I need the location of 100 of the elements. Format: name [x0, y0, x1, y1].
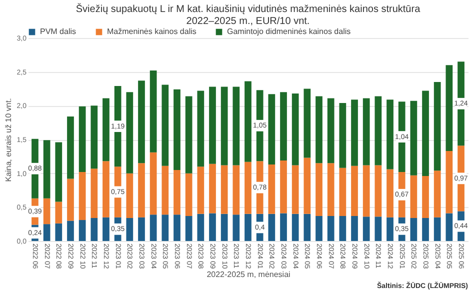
bar [244, 214, 252, 241]
bar [362, 165, 370, 217]
bar [386, 217, 394, 241]
x-axis-title: 2022-2025 m, mėnesiai [206, 270, 291, 279]
bar [185, 96, 192, 174]
bar [268, 214, 276, 241]
bar [362, 216, 370, 241]
bar [374, 165, 382, 217]
bar [126, 173, 134, 218]
bar [304, 214, 311, 241]
bar [410, 218, 418, 241]
bar [162, 214, 169, 241]
bar [434, 170, 441, 218]
bar [292, 165, 299, 214]
bar [162, 166, 169, 215]
bar [339, 102, 346, 168]
bar [410, 175, 418, 218]
bar [78, 220, 86, 241]
bar [316, 216, 322, 241]
bar [126, 218, 134, 241]
bar [386, 169, 394, 218]
bar [102, 217, 110, 241]
bar [220, 86, 228, 166]
bar [220, 214, 228, 241]
bar [162, 84, 169, 166]
bar [280, 160, 287, 214]
bar [150, 152, 157, 215]
bar [232, 214, 240, 241]
bar [67, 220, 74, 241]
bar [422, 176, 429, 218]
bar [374, 216, 382, 241]
legend-label: PVM dalis [40, 27, 76, 36]
bar [280, 92, 287, 160]
bar [55, 142, 62, 202]
bar [150, 70, 157, 152]
bar [268, 94, 276, 165]
bar [316, 96, 322, 164]
bar [232, 86, 240, 166]
bar [185, 216, 192, 241]
bar [304, 88, 311, 158]
bar [78, 106, 86, 172]
bar [90, 218, 98, 241]
bar [327, 163, 334, 216]
bar [102, 161, 110, 218]
bar [78, 172, 86, 220]
bar [209, 213, 216, 241]
bar [174, 89, 180, 170]
chart-title: Šviežių supakuotų L ir M kat. kiaušinių vidutinės mažmeninės kainos struktūra 2022–2025 m., EUR/10 vnt. [76, 3, 421, 27]
bar [209, 164, 216, 214]
bar [434, 82, 441, 171]
bar [126, 92, 134, 174]
bar [292, 214, 299, 241]
bar [386, 100, 394, 170]
bar [327, 98, 334, 164]
bar [292, 93, 299, 166]
bar [55, 202, 62, 224]
legend-label: Mažmeninės kainos dalis [107, 27, 196, 36]
bar [67, 178, 74, 221]
bar [138, 217, 145, 241]
bar [244, 81, 252, 162]
bar [197, 166, 204, 214]
bar [446, 151, 453, 214]
bar [351, 100, 358, 166]
bar [268, 164, 276, 214]
bar [339, 216, 346, 241]
bar [422, 218, 429, 241]
bar [102, 98, 110, 162]
bar [327, 216, 334, 241]
bar [150, 214, 157, 241]
bar [174, 214, 180, 241]
bar [138, 80, 145, 164]
y-axis-title: Kaina, eurais už 10 vnt. [4, 98, 13, 182]
bar [362, 98, 370, 166]
bar [43, 198, 50, 224]
bar [220, 165, 228, 214]
bar [339, 168, 346, 216]
bar [280, 213, 287, 241]
bar [67, 116, 74, 179]
bar [446, 65, 453, 152]
bar [446, 213, 453, 241]
bar [351, 166, 358, 216]
bar [316, 163, 322, 216]
bar [90, 106, 98, 169]
legend-label: Gamintojo didmeninės kainos dalis [227, 27, 351, 36]
bar [55, 223, 62, 241]
bar [422, 90, 429, 176]
bar [90, 168, 98, 218]
bar [374, 96, 382, 166]
bar [43, 224, 50, 241]
bar [351, 216, 358, 241]
bar [185, 173, 192, 216]
bar [304, 158, 311, 214]
bar [410, 100, 418, 176]
bar [197, 214, 204, 241]
bar [434, 217, 441, 241]
bar [138, 163, 145, 218]
bar [43, 140, 50, 198]
bar [232, 165, 240, 215]
bar [197, 90, 204, 167]
bar [244, 162, 252, 214]
